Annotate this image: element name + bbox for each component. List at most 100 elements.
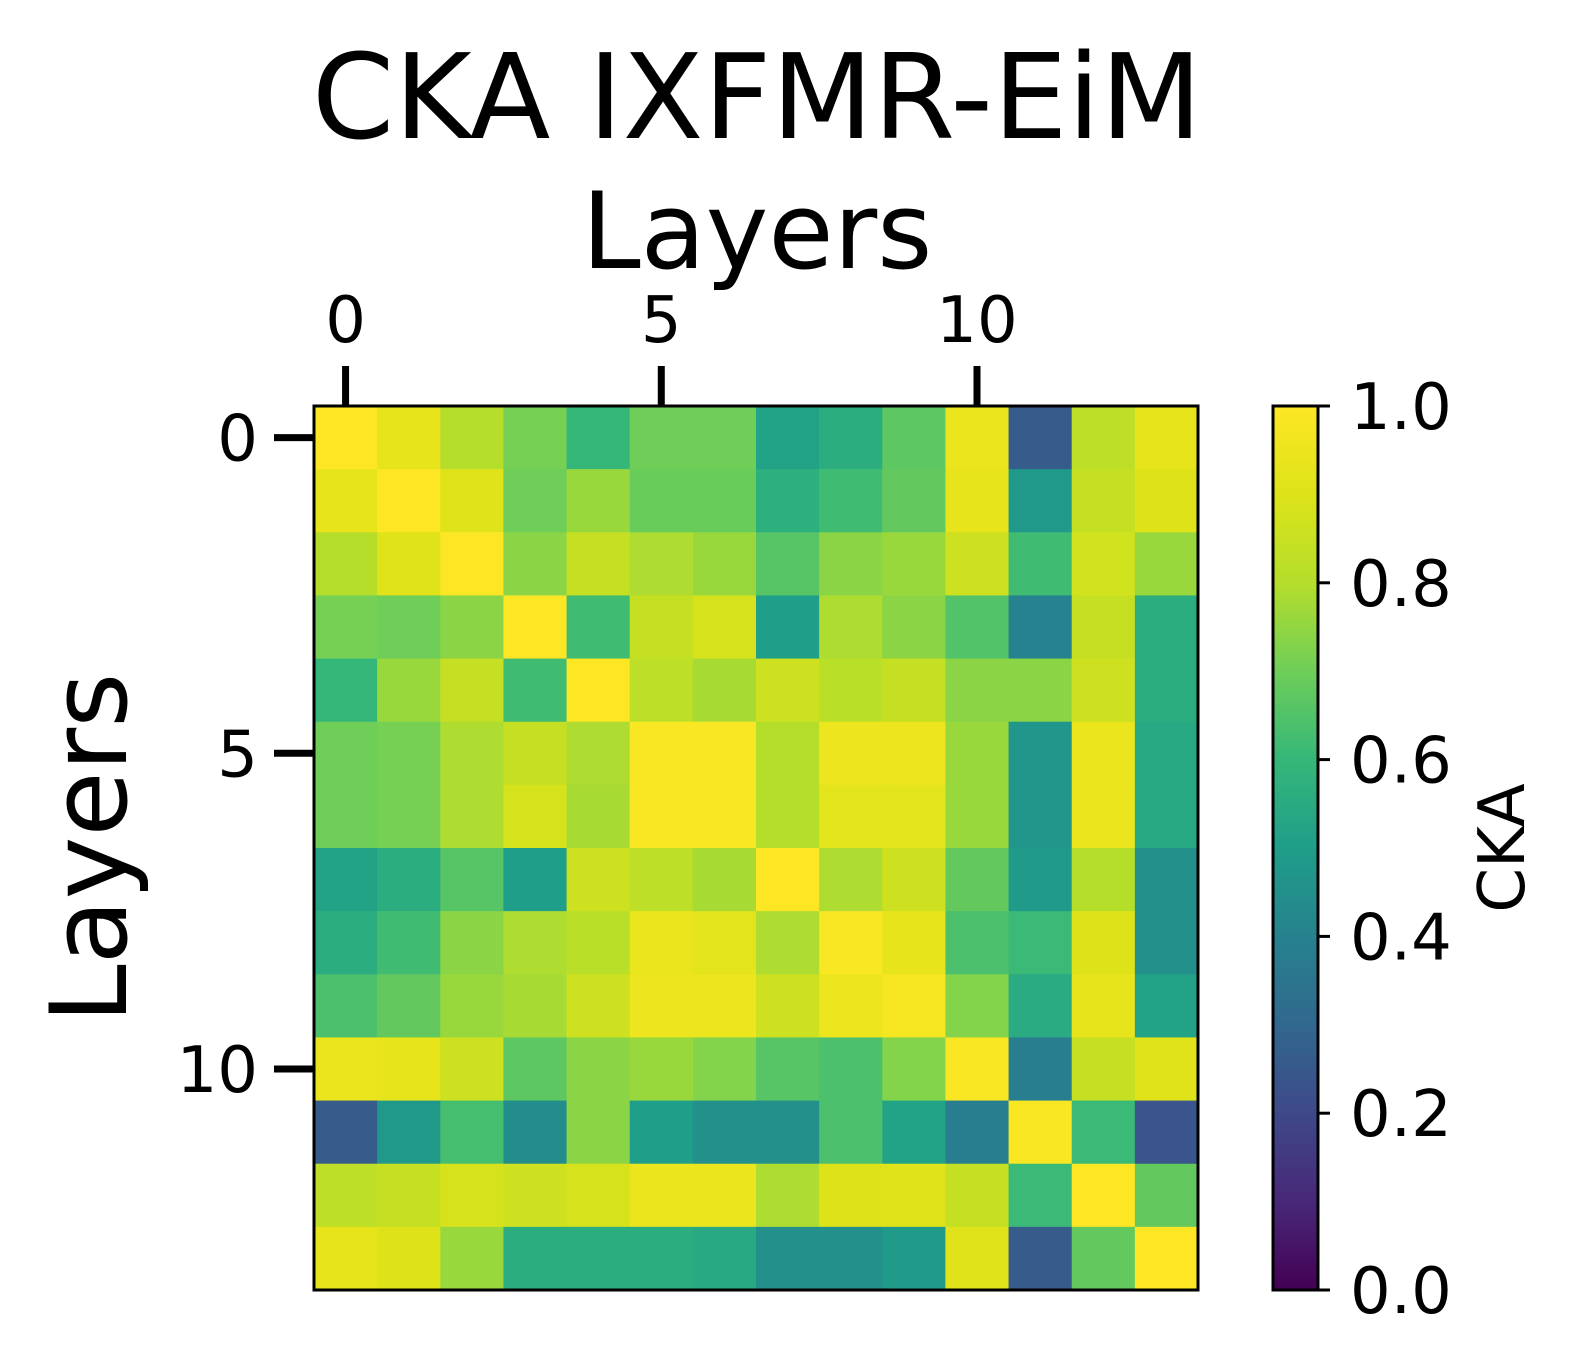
heatmap-cell-9-7 (756, 974, 820, 1039)
heatmap-cell-13-2 (440, 1226, 505, 1291)
heatmap-cells (314, 406, 1199, 1291)
heatmap-cell-1-6 (692, 469, 757, 533)
heatmap-cell-11-9 (882, 1100, 947, 1165)
colorbar-ticks: 0.0 0.2 0.4 0.6 0.8 1.0 (1318, 371, 1452, 1329)
heatmap-cell-11-2 (440, 1100, 505, 1165)
heatmap-cell-0-7 (756, 406, 820, 470)
heatmap-cell-2-11 (1008, 532, 1073, 597)
heatmap-cell-9-13 (1134, 974, 1199, 1039)
heatmap-cell-8-10 (945, 911, 1010, 975)
heatmap-cell-9-5 (629, 974, 694, 1039)
heatmap-cell-10-2 (440, 1037, 505, 1102)
heatmap-cell-1-8 (819, 469, 883, 533)
heatmap-cell-10-3 (503, 1037, 568, 1102)
colorbar-tick-label: 0.6 (1350, 725, 1452, 799)
heatmap-cell-13-6 (692, 1226, 757, 1291)
heatmap-cell-8-4 (566, 911, 631, 975)
heatmap-cell-13-13 (1134, 1226, 1199, 1291)
heatmap-cell-5-5 (629, 721, 694, 786)
heatmap-cell-11-12 (1071, 1100, 1136, 1165)
heatmap-cell-13-3 (503, 1226, 568, 1291)
heatmap-cell-0-8 (819, 406, 883, 470)
y-axis-ticks: 0 5 10 (177, 403, 314, 1108)
heatmap-cell-3-7 (756, 595, 820, 660)
heatmap-cell-3-8 (819, 595, 883, 660)
heatmap-cell-12-0 (314, 1163, 378, 1228)
heatmap-cell-7-4 (566, 848, 631, 912)
y-tick-label: 5 (217, 718, 258, 792)
heatmap-cell-4-6 (692, 658, 757, 723)
heatmap-cell-11-13 (1134, 1100, 1199, 1165)
heatmap-cell-3-12 (1071, 595, 1136, 660)
x-axis-label: Layers (582, 170, 933, 293)
heatmap-cell-10-13 (1134, 1037, 1199, 1102)
heatmap-cell-1-3 (503, 469, 568, 533)
heatmap-cell-12-8 (819, 1163, 883, 1228)
heatmap-cell-3-13 (1134, 595, 1199, 660)
heatmap-cell-9-4 (566, 974, 631, 1039)
x-tick-label: 10 (936, 284, 1017, 358)
heatmap-cell-3-0 (314, 595, 378, 660)
heatmap-cell-10-10 (945, 1037, 1010, 1102)
heatmap-cell-1-9 (882, 469, 947, 533)
heatmap-cell-2-2 (440, 532, 505, 597)
heatmap-cell-5-2 (440, 721, 505, 786)
heatmap-cell-8-9 (882, 911, 947, 975)
heatmap-cell-2-9 (882, 532, 947, 597)
heatmap-cell-9-10 (945, 974, 1010, 1039)
heatmap-cell-8-5 (629, 911, 694, 975)
heatmap-cell-10-7 (756, 1037, 820, 1102)
heatmap-cell-0-6 (692, 406, 757, 470)
heatmap-cell-6-11 (1008, 784, 1073, 849)
heatmap-cell-8-8 (819, 911, 883, 975)
heatmap-cell-13-9 (882, 1226, 947, 1291)
heatmap-cell-0-5 (629, 406, 694, 470)
heatmap-cell-4-8 (819, 658, 883, 723)
heatmap-cell-9-3 (503, 974, 568, 1039)
heatmap-cell-7-5 (629, 848, 694, 912)
heatmap-cell-3-9 (882, 595, 947, 660)
heatmap-cell-11-4 (566, 1100, 631, 1165)
heatmap-cell-10-12 (1071, 1037, 1136, 1102)
heatmap-cell-6-12 (1071, 784, 1136, 849)
heatmap-cell-1-1 (377, 469, 441, 533)
heatmap-cell-3-5 (629, 595, 694, 660)
heatmap-cell-4-13 (1134, 658, 1199, 723)
heatmap-cell-4-5 (629, 658, 694, 723)
heatmap-cell-2-10 (945, 532, 1010, 597)
heatmap-cell-6-10 (945, 784, 1010, 849)
colorbar (1271, 404, 1320, 1292)
heatmap-cell-2-1 (377, 532, 441, 597)
heatmap-cell-3-2 (440, 595, 505, 660)
heatmap-cell-13-7 (756, 1226, 820, 1291)
heatmap-cell-0-13 (1134, 406, 1199, 470)
heatmap-cell-1-7 (756, 469, 820, 533)
heatmap-cell-2-4 (566, 532, 631, 597)
heatmap-cell-12-2 (440, 1163, 505, 1228)
heatmap-cell-8-2 (440, 911, 505, 975)
heatmap-cell-13-5 (629, 1226, 694, 1291)
colorbar-label: CKA (1466, 783, 1540, 913)
heatmap-cell-3-11 (1008, 595, 1073, 660)
heatmap-cell-8-6 (692, 911, 757, 975)
heatmap-cell-10-6 (692, 1037, 757, 1102)
colorbar-tick-label: 0.4 (1350, 901, 1452, 975)
heatmap-cell-6-8 (819, 784, 883, 849)
heatmap-cell-10-9 (882, 1037, 947, 1102)
heatmap-cell-0-9 (882, 406, 947, 470)
heatmap-cell-6-7 (756, 784, 820, 849)
heatmap-cell-3-6 (692, 595, 757, 660)
heatmap-cell-12-6 (692, 1163, 757, 1228)
heatmap-cell-7-10 (945, 848, 1010, 912)
heatmap-cell-2-3 (503, 532, 568, 597)
heatmap-cell-9-2 (440, 974, 505, 1039)
heatmap-cell-6-2 (440, 784, 505, 849)
heatmap-cell-5-6 (692, 721, 757, 786)
heatmap-cell-1-10 (945, 469, 1010, 533)
heatmap-cell-12-10 (945, 1163, 1010, 1228)
heatmap-cell-5-8 (819, 721, 883, 786)
heatmap-cell-13-0 (314, 1226, 378, 1291)
heatmap-cell-8-1 (377, 911, 441, 975)
heatmap-cell-1-2 (440, 469, 505, 533)
